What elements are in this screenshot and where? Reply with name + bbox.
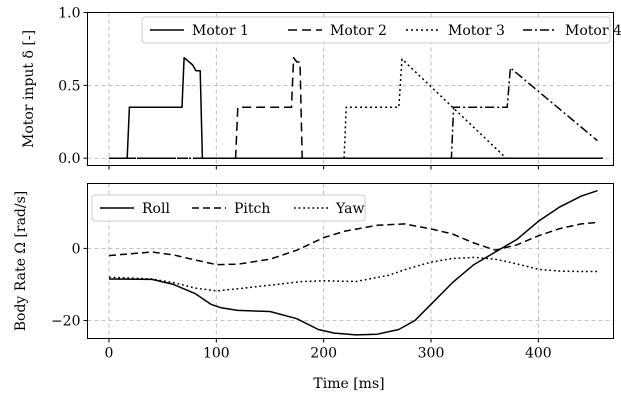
legend-box (141, 16, 611, 44)
series-line-motor-2 (109, 56, 603, 159)
body-rate-panel: 0 100 200 300 400 −20 0 Body Rate Ω [rad/s] Ti… (13, 183, 614, 392)
motor-input-ticks: 0.0 0.5 1.0 (58, 6, 539, 170)
x-tick-label: 300 (418, 346, 445, 362)
motor-input-series (109, 56, 603, 159)
y-tick-label: −20 (51, 313, 81, 329)
legend-label-motor-1: Motor 1 (192, 23, 249, 39)
body-rate-grid (87, 183, 614, 339)
x-tick-label: 100 (203, 346, 230, 362)
legend-label-roll: Roll (142, 201, 170, 217)
motor-input-panel: 0.00.51.0 Motor input δ [-] Motor 1 Motor… (21, 6, 621, 170)
series-line-motor-3 (109, 58, 603, 159)
legend-label-motor-4: Motor 4 (565, 23, 621, 39)
series-line-motor-1 (109, 56, 603, 159)
y-tick-label: 1.0 (58, 6, 80, 22)
x-tick-label: 400 (525, 346, 552, 362)
series-line-pitch (108, 221, 598, 266)
legend-label-motor-2: Motor 2 (330, 23, 387, 39)
legend-label-yaw: Yaw (335, 201, 365, 217)
x-tick-label: 200 (310, 346, 337, 362)
motor-input-ylabel: Motor input δ [-] (21, 30, 37, 148)
legend-box (91, 194, 366, 222)
series-line-motor-4 (109, 67, 598, 159)
body-rate-series (108, 189, 598, 336)
body-rate-ticks: 0 100 200 300 400 −20 0 (51, 241, 552, 361)
body-rate-legend: Roll Pitch Yaw (91, 194, 366, 222)
legend-label-motor-3: Motor 3 (448, 23, 505, 39)
body-rate-axes-frame (87, 183, 614, 339)
x-tick-label: 0 (105, 346, 114, 362)
series-line-yaw (108, 256, 598, 292)
y-tick-label: 0.0 (58, 151, 80, 167)
legend-label-pitch: Pitch (234, 201, 270, 217)
body-rate-xlabel: Time [ms] (313, 376, 384, 392)
motor-input-legend: Motor 1 Motor 2 Motor 3 Motor 4 (141, 16, 621, 44)
motor-input-axes-frame (87, 12, 614, 166)
y-tick-label: 0.5 (58, 78, 80, 94)
y-tick-label: 0 (72, 241, 81, 257)
series-line-roll (108, 189, 598, 336)
body-rate-ylabel: Body Rate Ω [rad/s] (13, 191, 29, 332)
